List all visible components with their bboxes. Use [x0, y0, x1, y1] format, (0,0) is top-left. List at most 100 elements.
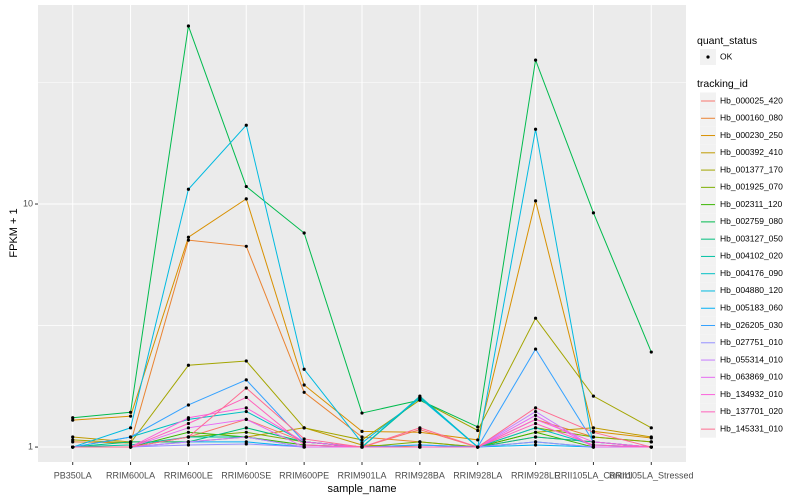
data-point — [591, 394, 596, 398]
x-tick-label: RRII105LA_Control — [554, 470, 632, 480]
x-tick-label: RRIM600PE — [279, 470, 329, 480]
legend-label: Hb_000160_080 — [720, 113, 783, 123]
data-point — [591, 443, 596, 447]
legend-label: Hb_004176_090 — [720, 268, 783, 278]
data-point — [418, 396, 422, 400]
x-tick-label: RRIM600LE — [164, 470, 213, 480]
data-point — [591, 211, 596, 215]
data-point — [244, 430, 248, 434]
data-point — [533, 440, 538, 444]
data-point — [533, 406, 538, 410]
data-point — [128, 445, 133, 449]
data-point — [244, 244, 248, 248]
data-point — [186, 416, 191, 420]
legend-label: Hb_005183_060 — [720, 302, 783, 312]
points — [71, 24, 653, 449]
data-point — [244, 123, 248, 127]
data-point — [71, 416, 75, 420]
data-point — [128, 440, 133, 444]
data-point — [244, 406, 248, 410]
x-tick-label: PB350LA — [54, 470, 92, 480]
data-point — [476, 438, 480, 442]
data-point — [533, 409, 538, 414]
legend-label: Hb_137701_020 — [720, 406, 783, 416]
data-point — [360, 438, 364, 442]
y-tick-label: 1 — [28, 441, 33, 451]
data-point — [186, 187, 191, 191]
data-point — [302, 440, 306, 444]
x-tick-label: RRIM928LE — [511, 470, 560, 480]
x-axis-title: sample_name — [327, 483, 396, 495]
data-point — [244, 426, 248, 430]
data-point — [244, 359, 248, 363]
data-point — [649, 350, 653, 354]
data-point — [418, 440, 422, 444]
data-point — [360, 445, 364, 449]
data-point — [302, 443, 306, 447]
legend-point — [706, 55, 710, 59]
data-point — [649, 440, 653, 444]
data-point — [533, 58, 538, 62]
data-point — [71, 445, 75, 449]
data-point — [476, 425, 480, 429]
data-point — [360, 441, 364, 445]
data-point — [591, 430, 596, 434]
data-point — [244, 386, 248, 390]
legend-label: Hb_002311_120 — [720, 199, 783, 209]
data-point — [591, 426, 596, 430]
data-point — [533, 430, 538, 434]
data-point — [360, 435, 364, 439]
data-point — [244, 442, 248, 446]
x-tick-label: RRIM600LA — [106, 470, 155, 480]
data-point — [186, 426, 191, 430]
data-point — [186, 443, 191, 447]
data-point — [186, 235, 191, 239]
data-point — [649, 426, 653, 430]
data-point — [591, 440, 596, 444]
data-point — [533, 413, 538, 417]
legend-label: Hb_027751_010 — [720, 337, 783, 347]
legend-label: Hb_055314_010 — [720, 354, 783, 364]
data-point — [533, 421, 538, 426]
data-point — [128, 435, 133, 439]
data-point — [418, 445, 422, 449]
data-point — [128, 410, 133, 414]
data-point — [533, 127, 538, 131]
legend-label: Hb_001925_070 — [720, 182, 783, 192]
data-point — [186, 421, 191, 426]
data-point — [649, 445, 653, 449]
legend-label: Hb_004880_120 — [720, 285, 783, 295]
data-point — [186, 363, 191, 367]
data-point — [186, 435, 191, 439]
legend-label: Hb_134932_010 — [720, 389, 783, 399]
data-point — [128, 426, 133, 430]
data-point — [533, 443, 538, 447]
data-point — [186, 440, 191, 444]
data-point — [302, 383, 306, 387]
data-point — [244, 435, 248, 439]
x-tick-label: RRIM901LA — [337, 470, 386, 480]
data-point — [302, 367, 306, 371]
data-point — [128, 414, 133, 418]
x-tick-label: RRIM928BA — [395, 470, 445, 480]
legend-label: Hb_000025_420 — [720, 95, 783, 105]
x-tick-label: RRII105LA_Stressed — [609, 470, 694, 480]
legend-label: Hb_026205_030 — [720, 320, 783, 330]
data-point — [71, 418, 75, 422]
data-point — [186, 430, 191, 434]
legend-label: Hb_001377_170 — [720, 164, 783, 174]
data-point — [302, 231, 306, 235]
legend-label: Hb_003127_050 — [720, 233, 783, 243]
legend-label: OK — [720, 51, 733, 61]
legend-label: Hb_002759_080 — [720, 216, 783, 226]
data-point — [591, 435, 596, 439]
legend-label: Hb_004102_020 — [720, 251, 783, 261]
data-point — [186, 238, 191, 242]
legend-title: tracking_id — [697, 78, 748, 90]
data-point — [360, 411, 364, 415]
legend: OK Hb_000025_420 Hb_000160_080 Hb_000230_25… — [700, 49, 783, 438]
data-point — [302, 437, 306, 441]
data-point — [533, 199, 538, 203]
legend-label: Hb_145331_010 — [720, 423, 783, 433]
data-point — [533, 435, 538, 439]
